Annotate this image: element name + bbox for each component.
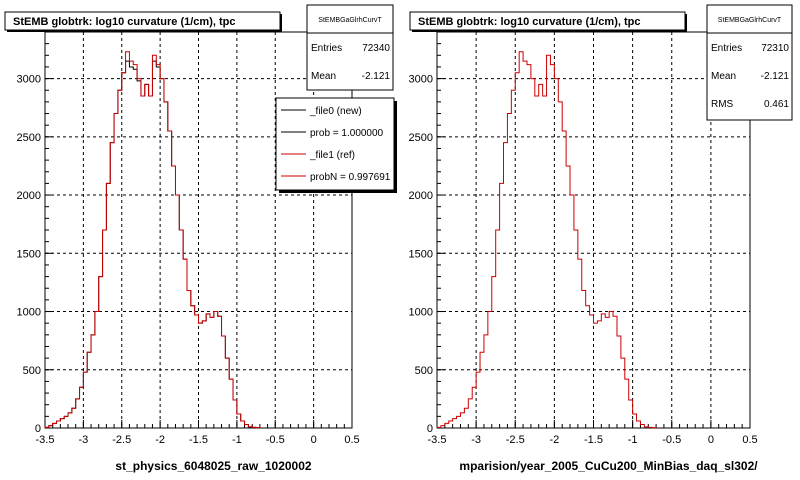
stats-box-header: StEMBGaGlrhCurvT — [318, 17, 382, 24]
y-tick-label: 0 — [427, 423, 433, 435]
y-tick-label: 1500 — [409, 248, 433, 260]
stats-box — [706, 4, 793, 121]
x-tick-label: 0.5 — [742, 434, 757, 446]
histogram-series-new — [44, 60, 261, 429]
x-axis-label: mparision/year_2005_CuCu200_MinBias_daq_… — [459, 459, 758, 473]
x-tick-label: 0.5 — [344, 434, 359, 446]
x-tick-label: -3.5 — [36, 434, 55, 446]
stats-label: Entries — [711, 43, 742, 54]
chart-title: StEMB globtrk: log10 curvature (1/cm), t… — [418, 16, 640, 28]
stats-box-header: StEMBGaGlrhCurvT — [718, 17, 782, 24]
x-tick-label: -2.5 — [506, 434, 525, 446]
legend-box — [275, 97, 395, 191]
x-tick-label: -2 — [549, 434, 559, 446]
stats-box — [306, 4, 394, 91]
legend-label: _file1 (ref) — [309, 150, 355, 161]
stats-label: Mean — [311, 71, 336, 82]
y-tick-label: 3000 — [409, 74, 433, 86]
y-tick-label: 500 — [23, 365, 41, 377]
y-tick-label: 2500 — [17, 132, 41, 144]
legend-label: prob = 1.000000 — [310, 128, 384, 139]
stats-value: -2.121 — [761, 71, 790, 82]
y-tick-label: 1500 — [17, 248, 41, 260]
y-tick-label: 2000 — [409, 190, 433, 202]
histogram-series-ref — [44, 51, 261, 429]
x-tick-label: -1.5 — [584, 434, 603, 446]
stats-value: -2.121 — [362, 71, 391, 82]
x-tick-label: -0.5 — [266, 434, 285, 446]
stats-value: 0.461 — [764, 99, 789, 110]
x-tick-label: -0.5 — [662, 434, 681, 446]
x-tick-label: -3 — [78, 434, 88, 446]
x-tick-label: -1 — [232, 434, 242, 446]
x-axis-label: st_physics_6048025_raw_1020002 — [115, 459, 311, 473]
x-tick-label: -1 — [628, 434, 638, 446]
y-tick-label: 1000 — [17, 307, 41, 319]
legend-label: probN = 0.997691 — [310, 172, 391, 183]
y-tick-label: 0 — [35, 423, 41, 435]
x-tick-label: -2 — [155, 434, 165, 446]
x-tick-label: -3 — [471, 434, 481, 446]
title-box — [409, 11, 686, 31]
chart-panel-2: -3.5 -3 -2.5 -2 -1.5 -1 -0.5 0 0.5 0 500 1000 1500 20… — [409, 4, 793, 473]
x-tick-label: 0 — [311, 434, 317, 446]
stats-label: Entries — [311, 43, 342, 54]
stats-label: Mean — [711, 71, 736, 82]
y-tick-label: 2500 — [409, 132, 433, 144]
legend-label: _file0 (new) — [309, 106, 362, 117]
title-box — [4, 11, 281, 31]
chart-panel-1: -3.5 -3 -2.5 -2 -1.5 -1 -0.5 0 0.5 0 500 1000 1500 20… — [4, 4, 397, 473]
x-tick-label: -1.5 — [189, 434, 208, 446]
chart-title: StEMB globtrk: log10 curvature (1/cm), t… — [13, 16, 235, 28]
y-tick-label: 500 — [415, 365, 433, 377]
x-tick-label: -3.5 — [428, 434, 447, 446]
x-tick-label: 0 — [708, 434, 714, 446]
stats-value: 72340 — [362, 43, 390, 54]
y-tick-label: 1000 — [409, 307, 433, 319]
y-tick-label: 3000 — [17, 74, 41, 86]
histogram-series-ref — [436, 51, 657, 429]
y-tick-label: 2000 — [17, 190, 41, 202]
stats-value: 72310 — [761, 43, 789, 54]
stats-label: RMS — [711, 99, 734, 110]
x-tick-label: -2.5 — [112, 434, 131, 446]
